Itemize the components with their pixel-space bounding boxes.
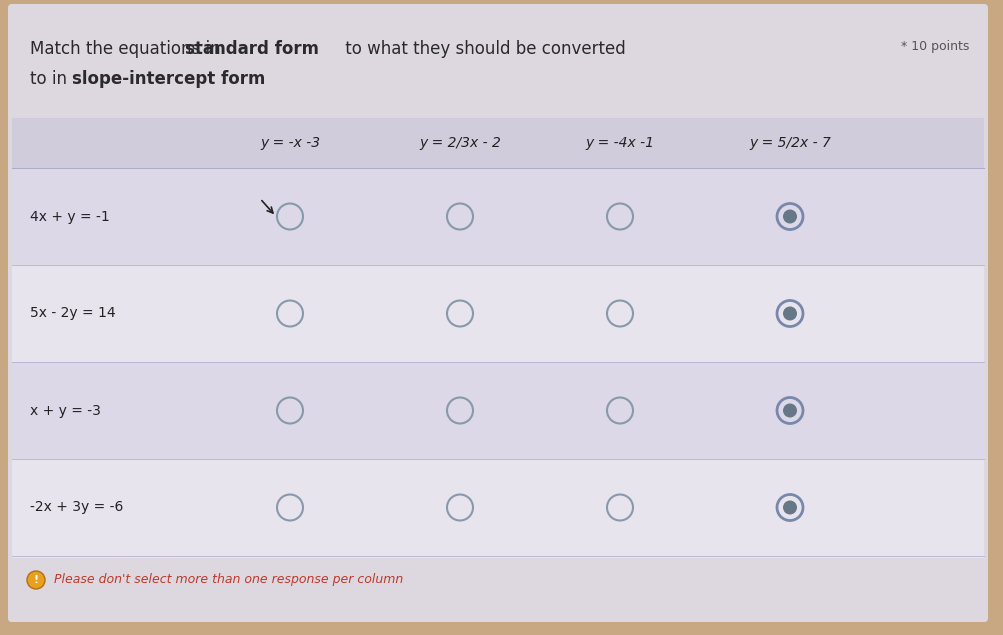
Text: x + y = -3: x + y = -3 (30, 403, 100, 417)
Text: * 10 points: * 10 points (900, 40, 968, 53)
FancyBboxPatch shape (12, 168, 983, 265)
Text: to in: to in (30, 70, 72, 88)
Text: .: . (220, 70, 225, 88)
Text: y = -x -3: y = -x -3 (260, 136, 320, 150)
Text: y = 2/3x - 2: y = 2/3x - 2 (418, 136, 500, 150)
Text: standard form: standard form (185, 40, 319, 58)
FancyBboxPatch shape (12, 265, 983, 362)
FancyBboxPatch shape (12, 118, 983, 558)
FancyBboxPatch shape (12, 362, 983, 459)
FancyBboxPatch shape (8, 4, 987, 622)
Circle shape (782, 403, 796, 417)
Circle shape (782, 500, 796, 514)
Text: 5x - 2y = 14: 5x - 2y = 14 (30, 307, 115, 321)
Text: Please don't select more than one response per column: Please don't select more than one respon… (54, 573, 403, 587)
Circle shape (27, 571, 45, 589)
Text: y = -4x -1: y = -4x -1 (585, 136, 654, 150)
Text: Match the equations in: Match the equations in (30, 40, 226, 58)
Text: -2x + 3y = -6: -2x + 3y = -6 (30, 500, 123, 514)
FancyBboxPatch shape (12, 459, 983, 556)
Text: y = 5/2x - 7: y = 5/2x - 7 (748, 136, 830, 150)
FancyBboxPatch shape (12, 8, 983, 118)
Text: slope-intercept form: slope-intercept form (72, 70, 265, 88)
Circle shape (782, 210, 796, 224)
Circle shape (782, 307, 796, 321)
Text: 4x + y = -1: 4x + y = -1 (30, 210, 109, 224)
Text: to what they should be converted: to what they should be converted (340, 40, 625, 58)
Text: !: ! (33, 575, 38, 585)
FancyBboxPatch shape (12, 118, 983, 168)
